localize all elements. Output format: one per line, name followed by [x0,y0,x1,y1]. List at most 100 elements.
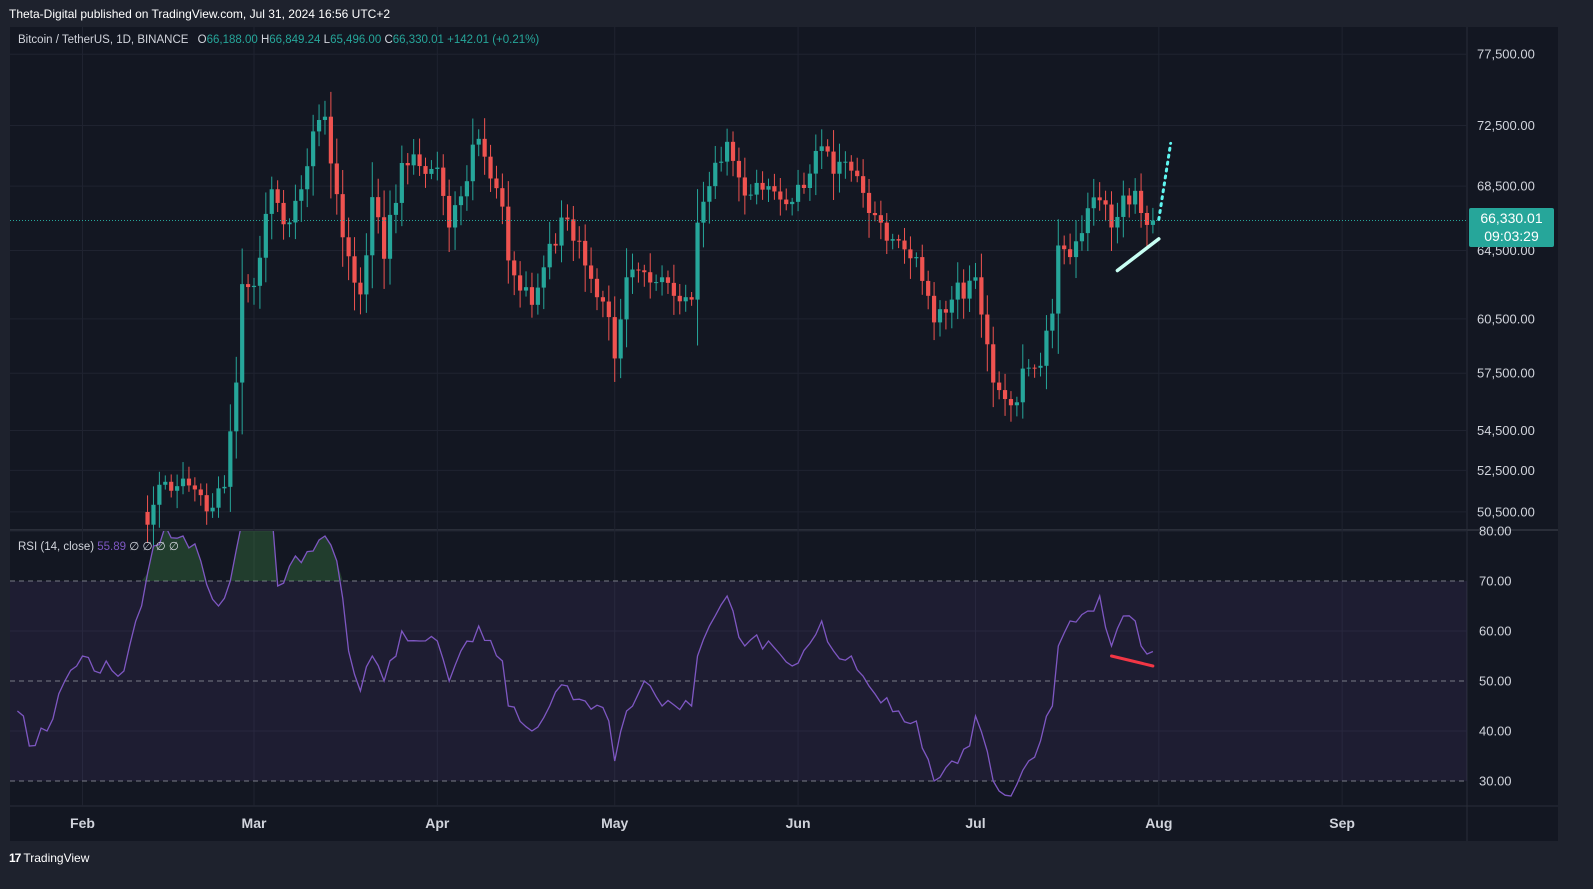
candle[interactable] [216,476,221,518]
candle[interactable] [742,157,747,215]
candle[interactable] [464,165,469,211]
candle[interactable] [198,483,203,506]
candle[interactable] [861,159,866,208]
rsi-line[interactable] [16,511,1154,797]
candle[interactable] [245,274,251,303]
candle[interactable] [825,139,830,157]
candle[interactable] [204,483,209,525]
candle[interactable] [1038,352,1043,377]
candle[interactable] [1073,220,1079,279]
candle[interactable] [991,326,996,408]
candle[interactable] [577,226,582,259]
candle[interactable] [600,290,606,318]
candle[interactable] [1062,235,1067,265]
candle[interactable] [866,178,872,238]
candle[interactable] [896,234,901,249]
rsi-divergence-line[interactable] [1110,654,1155,668]
candle[interactable] [222,475,227,494]
candle[interactable] [352,237,357,311]
candle[interactable] [429,160,434,180]
candle[interactable] [257,235,263,309]
candle[interactable] [506,181,511,284]
candle[interactable] [1138,173,1144,228]
candle[interactable] [452,191,458,250]
candle[interactable] [1127,188,1132,218]
candle[interactable] [683,284,688,312]
candle[interactable] [1097,182,1102,211]
candle[interactable] [949,286,954,329]
candle[interactable] [778,178,783,216]
candle[interactable] [642,264,647,287]
candle[interactable] [458,186,464,226]
candle[interactable] [346,217,351,281]
candle[interactable] [186,466,192,492]
candle[interactable] [701,181,706,248]
candle[interactable] [837,143,842,193]
candle[interactable] [665,270,671,294]
candle[interactable] [494,165,499,199]
candle[interactable] [334,138,339,215]
candle[interactable] [281,190,286,240]
candle[interactable] [275,180,280,213]
candle[interactable] [594,268,600,311]
candle[interactable] [240,248,245,435]
candle[interactable] [559,200,564,263]
candle[interactable] [872,201,878,222]
candle[interactable] [748,184,753,200]
candle[interactable] [234,356,239,459]
candle[interactable] [157,471,162,528]
candle[interactable] [914,252,919,268]
candle[interactable] [482,118,487,175]
support-trendline[interactable] [1115,237,1161,273]
candle[interactable] [636,262,641,283]
candle[interactable] [328,91,333,199]
candle[interactable] [583,224,588,292]
candle[interactable] [937,300,943,337]
candle[interactable] [447,179,452,253]
candle[interactable] [920,244,925,295]
candle[interactable] [358,267,363,315]
tradingview-footer[interactable]: 17 TradingView [9,851,89,865]
candle[interactable] [417,138,422,176]
candle[interactable] [500,173,505,225]
candle[interactable] [997,371,1002,400]
candle[interactable] [523,271,529,297]
candle[interactable] [713,145,718,199]
candle[interactable] [795,169,801,212]
candle[interactable] [760,171,765,200]
candle[interactable] [931,282,937,341]
candle[interactable] [973,262,978,289]
candle[interactable] [843,151,848,179]
candle[interactable] [730,131,736,177]
candle[interactable] [180,462,186,495]
candle[interactable] [831,130,836,200]
candle[interactable] [648,253,653,299]
candle[interactable] [588,247,594,294]
candle[interactable] [654,274,659,291]
candle[interactable] [849,155,854,182]
candle[interactable] [1044,315,1049,390]
candle[interactable] [263,192,268,283]
candle[interactable] [961,269,966,319]
candle[interactable] [553,233,558,254]
candle[interactable] [387,190,393,285]
candle[interactable] [293,184,298,240]
candle[interactable] [322,100,328,135]
candle[interactable] [210,493,215,518]
candle[interactable] [878,200,883,240]
candle[interactable] [163,475,168,490]
candle[interactable] [1032,364,1037,378]
candle[interactable] [902,227,907,264]
candle[interactable] [488,144,493,192]
candle[interactable] [624,248,629,348]
candle[interactable] [299,175,304,222]
candle[interactable] [772,173,777,200]
candle[interactable] [908,236,913,279]
candle[interactable] [571,205,576,262]
candle[interactable] [695,189,700,346]
candle[interactable] [612,296,617,382]
candle[interactable] [541,255,546,310]
candle[interactable] [801,172,807,194]
candle[interactable] [169,474,174,498]
candle[interactable] [1115,202,1120,244]
